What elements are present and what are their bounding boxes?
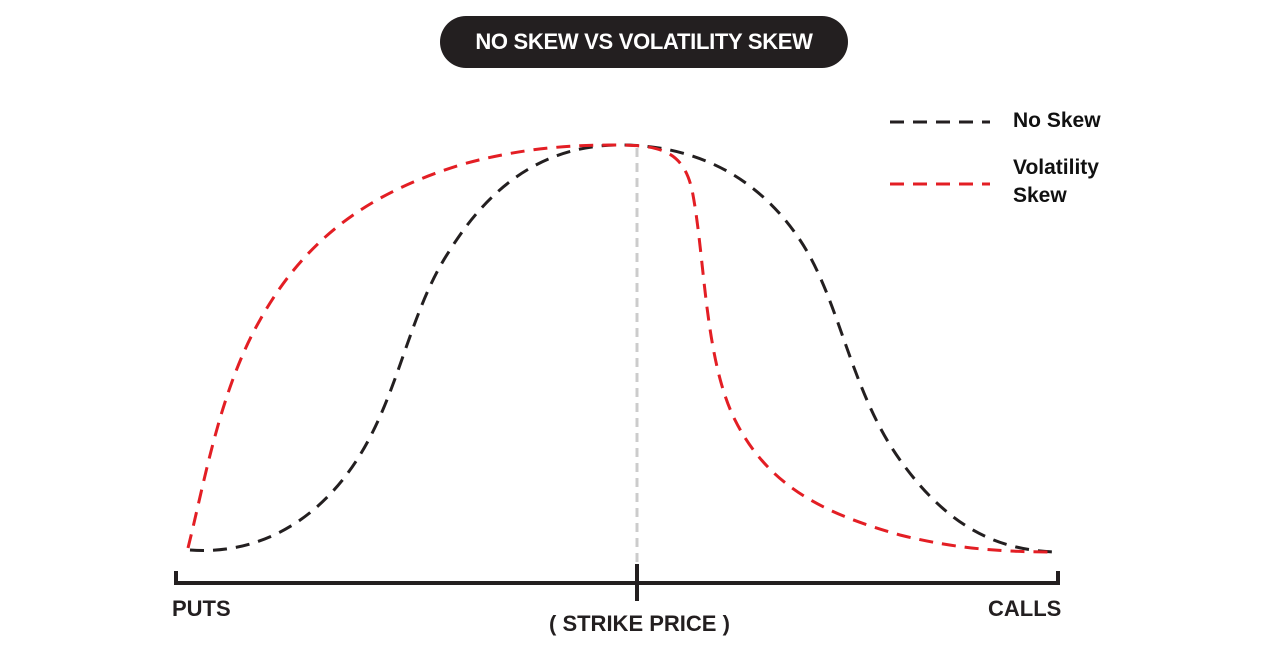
volatility-skew-curve [186, 143, 1056, 554]
strike-price-label: ( STRIKE PRICE ) [549, 611, 730, 636]
calls-label: CALLS [988, 596, 1062, 621]
legend-volatility-skew-label: Volatility Skew [1013, 156, 1099, 207]
x-axis [174, 564, 1060, 601]
puts-label: PUTS [172, 596, 231, 621]
no-skew-curve [189, 143, 1056, 554]
chart-title: NO SKEW VS VOLATILITY SKEW [440, 16, 848, 68]
legend-no-skew-label: No Skew [1013, 109, 1101, 132]
